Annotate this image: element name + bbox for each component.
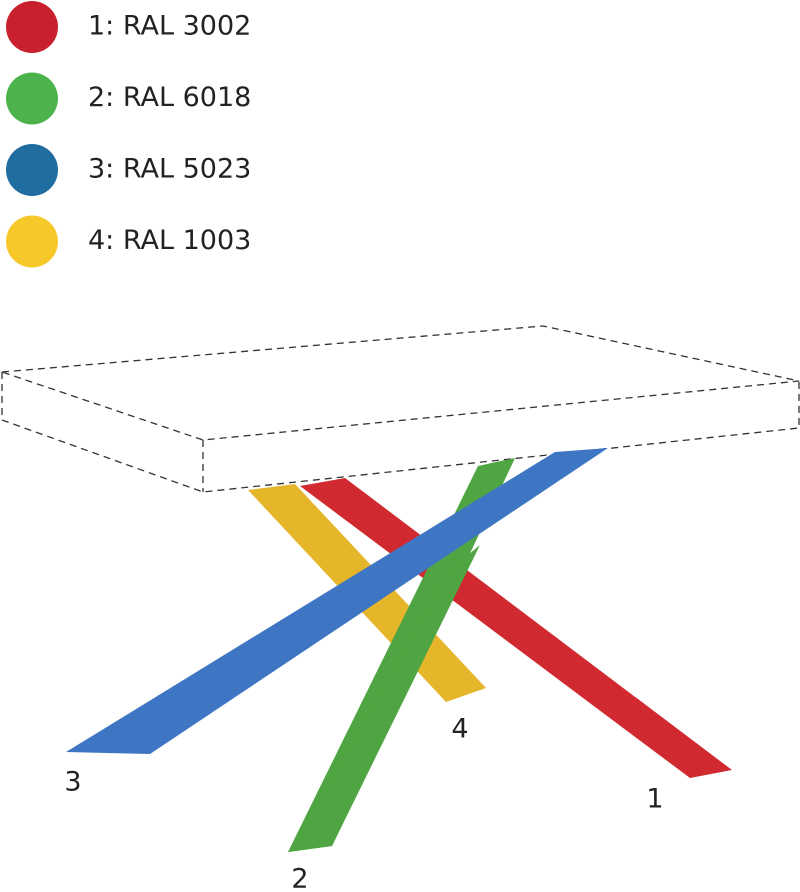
legs (66, 448, 732, 852)
legend-swatch (6, 72, 58, 125)
legend-label: 2: RAL 6018 (88, 82, 251, 113)
legend-swatch (6, 1, 58, 53)
leg-label: 2 (291, 864, 308, 892)
legend: 1: RAL 3002 2: RAL 6018 3: RAL 5023 4: RAL … (6, 1, 251, 268)
legend-label: 1: RAL 3002 (88, 11, 251, 42)
legend-label: 3: RAL 5023 (88, 154, 251, 185)
leg-label: 3 (64, 767, 81, 798)
legend-swatch (6, 215, 58, 268)
table-top (1, 325, 800, 493)
box-edge (1, 372, 800, 493)
leg-label: 1 (646, 784, 663, 815)
legend-label: 4: RAL 1003 (88, 225, 251, 256)
leg-3 (66, 448, 608, 754)
top-face (1, 325, 800, 441)
leg-label: 4 (451, 714, 468, 745)
legend-swatch (6, 144, 58, 196)
leg-2-front (288, 545, 480, 852)
